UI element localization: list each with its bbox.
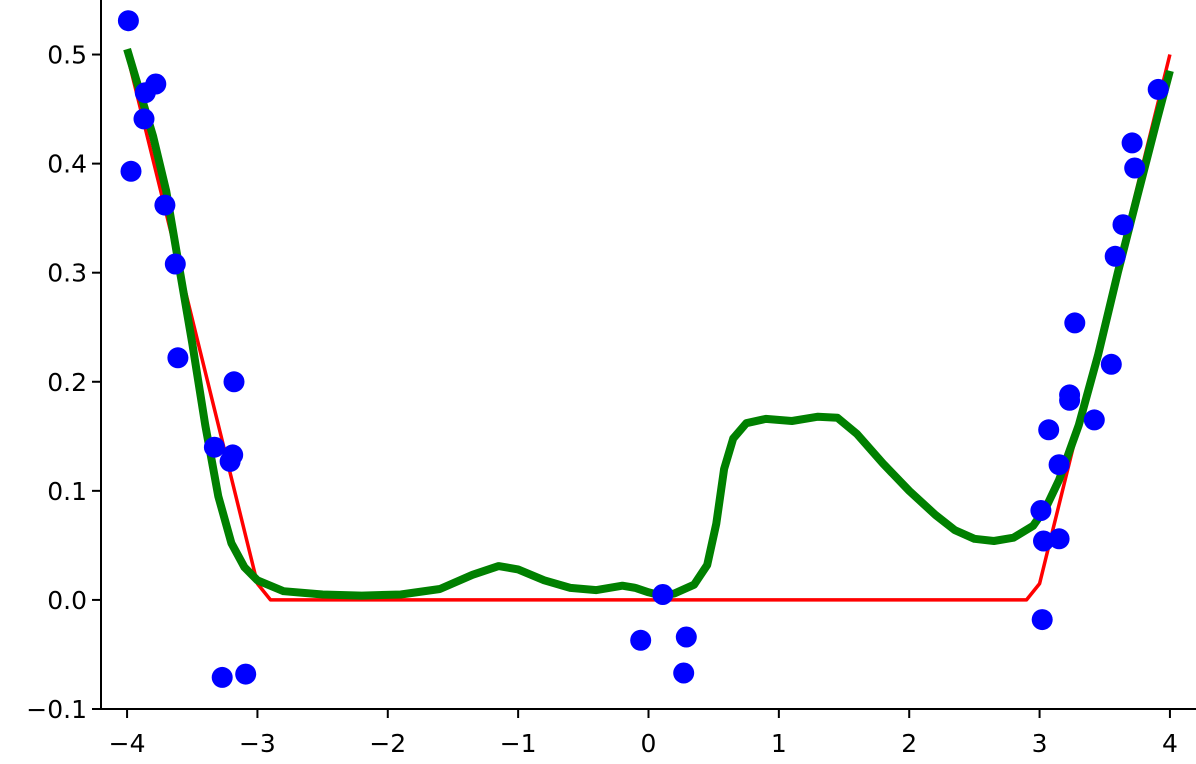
true-function-line (125, 54, 1172, 602)
data-point (630, 629, 652, 651)
x-tick-label: −3 (239, 729, 276, 758)
data-point (133, 108, 155, 130)
data-point (211, 666, 233, 688)
data-point (154, 194, 176, 216)
data-point (120, 160, 142, 182)
data-point (235, 663, 257, 685)
y-tick-label: 0.4 (47, 150, 87, 179)
data-point (1031, 609, 1053, 631)
data-point (673, 662, 695, 684)
data-point (164, 253, 186, 275)
data-point (222, 444, 244, 466)
y-tick-label: −0.1 (26, 695, 87, 724)
data-point (1038, 419, 1060, 441)
data-point (1083, 409, 1105, 431)
data-point (145, 73, 167, 95)
data-point (1064, 312, 1086, 334)
x-tick-label: −1 (500, 729, 537, 758)
fitted-curve-line (123, 47, 1174, 600)
data-point (1030, 500, 1052, 521)
data-point (1048, 454, 1070, 476)
y-tick-label: 0.5 (47, 41, 87, 70)
y-tick-label: 0.3 (47, 259, 87, 288)
data-point (1059, 389, 1081, 411)
x-tick-label: 1 (771, 729, 787, 758)
data-point (1124, 157, 1146, 179)
data-point (167, 347, 189, 369)
data-point (203, 436, 225, 458)
data-point (1048, 528, 1070, 550)
points-layer (117, 10, 1169, 688)
x-tick-label: 2 (901, 729, 917, 758)
x-tick-label: −2 (369, 729, 406, 758)
lines-layer (123, 47, 1174, 602)
data-point (1121, 132, 1143, 154)
data-point (675, 626, 697, 648)
y-tick-label: 0.0 (47, 586, 87, 615)
data-point (652, 584, 674, 605)
data-point (223, 371, 245, 393)
data-point (1112, 214, 1134, 236)
data-point (1104, 245, 1126, 267)
data-point (1100, 353, 1122, 375)
data-point (1033, 530, 1054, 552)
data-point (1147, 78, 1169, 100)
axes-layer: −4 −3 −2 −1 0 1 2 3 4 −0.1 0.0 0.1 0.2 0.3 0.4 0.5 (26, 0, 1196, 758)
x-tick-label: 3 (1032, 729, 1048, 758)
y-tick-label: 0.2 (47, 368, 87, 397)
y-tick-label: 0.1 (47, 477, 87, 506)
x-tick-label: −4 (109, 729, 146, 758)
x-tick-label: 0 (641, 729, 657, 758)
data-point (117, 10, 139, 32)
x-tick-label: 4 (1162, 729, 1178, 758)
